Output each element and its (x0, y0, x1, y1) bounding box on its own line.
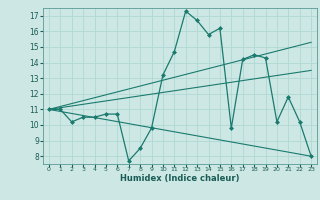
X-axis label: Humidex (Indice chaleur): Humidex (Indice chaleur) (120, 174, 240, 183)
